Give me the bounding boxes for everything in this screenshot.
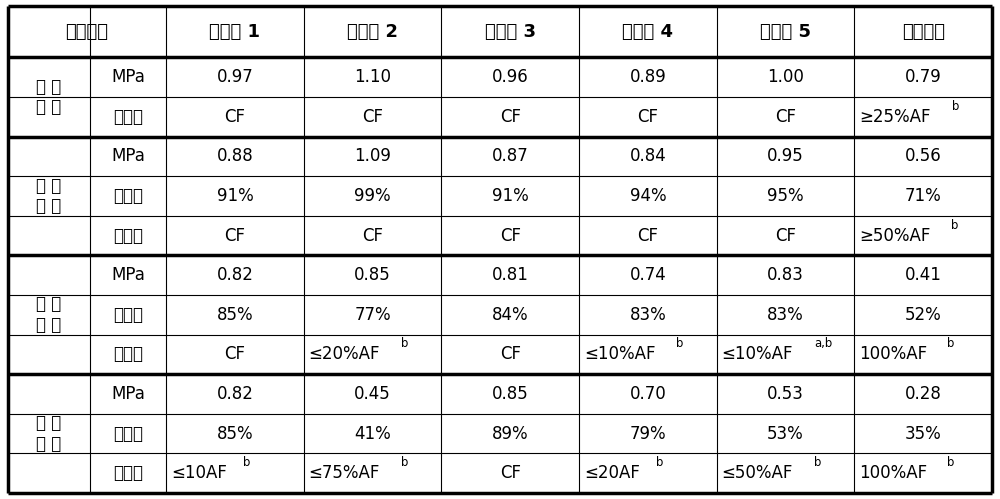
Text: 实施例 3: 实施例 3 [485,23,536,41]
Text: 浸 水
老 化: 浸 水 老 化 [36,177,61,216]
Text: 常 温
拉 伸: 常 温 拉 伸 [36,78,61,116]
Text: 1.09: 1.09 [354,148,391,166]
Text: 1.10: 1.10 [354,68,391,86]
Text: 保持率: 保持率 [113,425,143,443]
Text: 100%AF: 100%AF [859,345,927,363]
Text: ≤10%AF: ≤10%AF [722,345,793,363]
Text: CF: CF [775,108,796,126]
Text: 粘结性: 粘结性 [113,464,143,482]
Text: 高 温
高 湿: 高 温 高 湿 [36,414,61,453]
Text: 0.56: 0.56 [905,148,942,166]
Text: CF: CF [362,227,383,245]
Text: 52%: 52% [905,306,942,324]
Text: 0.81: 0.81 [492,266,529,284]
Text: 测试项目: 测试项目 [66,23,109,41]
Text: 实施例 4: 实施例 4 [622,23,673,41]
Text: 85%: 85% [217,425,253,443]
Text: 0.70: 0.70 [629,385,666,403]
Text: 0.85: 0.85 [492,385,529,403]
Text: CF: CF [500,464,521,482]
Text: ≤75%AF: ≤75%AF [309,464,380,482]
Text: ≤10%AF: ≤10%AF [584,345,656,363]
Text: 79%: 79% [630,425,666,443]
Text: 0.89: 0.89 [629,68,666,86]
Text: MPa: MPa [111,148,145,166]
Text: 85%: 85% [217,306,253,324]
Text: 实施例 2: 实施例 2 [347,23,398,41]
Text: 89%: 89% [492,425,529,443]
Text: 0.97: 0.97 [217,68,253,86]
Text: 0.95: 0.95 [767,148,804,166]
Text: 0.96: 0.96 [492,68,529,86]
Text: 53%: 53% [767,425,804,443]
Text: CF: CF [637,108,658,126]
Text: MPa: MPa [111,266,145,284]
Text: ≥50%AF: ≥50%AF [859,227,931,245]
Text: b: b [656,456,663,469]
Text: 84%: 84% [492,306,529,324]
Text: 71%: 71% [905,187,942,205]
Text: CF: CF [500,108,521,126]
Text: b: b [401,337,408,350]
Text: 99%: 99% [354,187,391,205]
Text: 0.53: 0.53 [767,385,804,403]
Text: ≥25%AF: ≥25%AF [859,108,931,126]
Text: b: b [947,337,955,350]
Text: 0.41: 0.41 [905,266,942,284]
Text: 91%: 91% [492,187,529,205]
Text: b: b [952,100,959,113]
Text: 100%AF: 100%AF [859,464,927,482]
Text: 0.87: 0.87 [492,148,529,166]
Text: 83%: 83% [629,306,666,324]
Text: ≤50%AF: ≤50%AF [722,464,793,482]
Text: 77%: 77% [354,306,391,324]
Text: 0.79: 0.79 [905,68,942,86]
Text: 0.84: 0.84 [629,148,666,166]
Text: 保持率: 保持率 [113,187,143,205]
Text: ≤20%AF: ≤20%AF [309,345,380,363]
Text: 实施例 1: 实施例 1 [209,23,260,41]
Text: b: b [243,456,251,469]
Text: 91%: 91% [217,187,253,205]
Text: 35%: 35% [905,425,942,443]
Text: 95%: 95% [767,187,804,205]
Text: MPa: MPa [111,385,145,403]
Text: CF: CF [224,108,245,126]
Text: b: b [814,456,821,469]
Text: 41%: 41% [354,425,391,443]
Text: CF: CF [224,345,245,363]
Text: 0.88: 0.88 [217,148,253,166]
Text: 市场产品: 市场产品 [902,23,945,41]
Text: 粘结性: 粘结性 [113,227,143,245]
Text: 0.85: 0.85 [354,266,391,284]
Text: 1.00: 1.00 [767,68,804,86]
Text: 粘结性: 粘结性 [113,108,143,126]
Text: 0.83: 0.83 [767,266,804,284]
Text: 0.28: 0.28 [905,385,942,403]
Text: CF: CF [637,227,658,245]
Text: 保持率: 保持率 [113,306,143,324]
Text: b: b [947,456,955,469]
Text: CF: CF [500,345,521,363]
Text: 0.74: 0.74 [629,266,666,284]
Text: CF: CF [362,108,383,126]
Text: ≤10AF: ≤10AF [171,464,227,482]
Text: CF: CF [775,227,796,245]
Text: 0.45: 0.45 [354,385,391,403]
Text: 水 紫
老 化: 水 紫 老 化 [36,295,61,334]
Text: 实施例 5: 实施例 5 [760,23,811,41]
Text: MPa: MPa [111,68,145,86]
Text: b: b [676,337,684,350]
Text: CF: CF [500,227,521,245]
Text: b: b [401,456,408,469]
Text: ≤20AF: ≤20AF [584,464,640,482]
Text: 94%: 94% [630,187,666,205]
Text: 0.82: 0.82 [216,266,253,284]
Text: 粘结性: 粘结性 [113,345,143,363]
Text: b: b [951,219,959,232]
Text: CF: CF [224,227,245,245]
Text: a,b: a,b [814,337,832,350]
Text: 0.82: 0.82 [216,385,253,403]
Text: 83%: 83% [767,306,804,324]
